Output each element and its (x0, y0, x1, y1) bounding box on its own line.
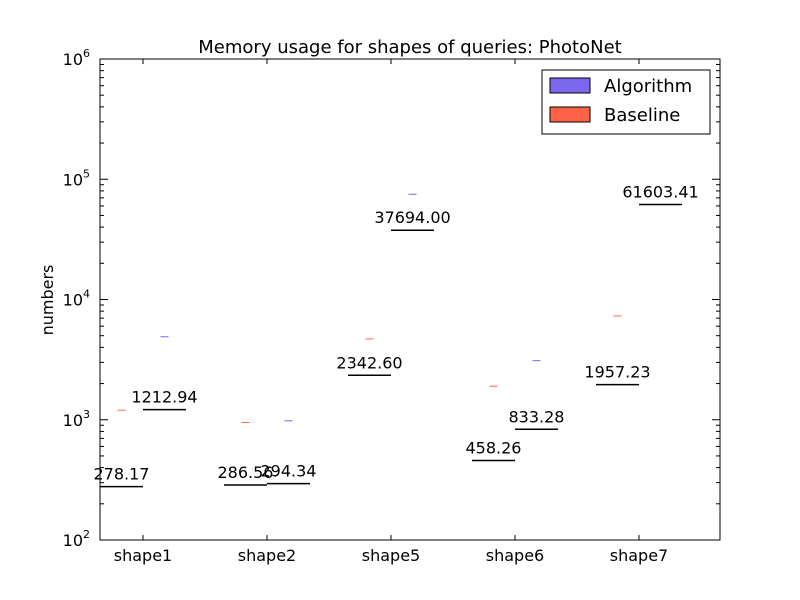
bar-value-label: 458.26 (466, 439, 522, 458)
legend-box (541, 69, 711, 135)
legend-swatch-algorithm (549, 77, 591, 94)
x-tick-label: shape7 (610, 546, 668, 565)
bar-value-label: 2342.60 (336, 353, 402, 372)
y-tick-label: 106 (63, 47, 90, 69)
plot-area: 1212.94 294.34 37694.00 833.28 61603.41 278.1… (94, 183, 699, 488)
legend-label-baseline: Baseline (604, 105, 680, 126)
y-tick-label: 103 (63, 408, 90, 430)
legend-swatch-baseline (549, 106, 591, 123)
y-tick-label: 105 (63, 167, 90, 189)
bar-value-label: 37694.00 (374, 208, 450, 227)
y-tick-label: 104 (63, 288, 90, 310)
bar-value-label: 286.56 (218, 463, 274, 482)
bar-value-label: 61603.41 (622, 183, 698, 202)
legend-label-algorithm: Algorithm (604, 76, 692, 97)
x-tick-label: shape2 (238, 546, 296, 565)
chart-title: Memory usage for shapes of queries: Phot… (198, 37, 621, 58)
bar-value-label: 833.28 (509, 407, 565, 426)
axes: shape1 shape2 shape5 shape6 shape71021031041… (63, 47, 720, 565)
y-tick-label: 102 (63, 528, 90, 550)
bar-value-label: 1212.94 (131, 388, 197, 407)
y-axis-label: numbers (38, 265, 57, 336)
x-tick-label: shape1 (114, 546, 172, 565)
bar-value-label: 1957.23 (584, 363, 650, 382)
bar-value-label: 278.17 (94, 465, 150, 484)
legend: Algorithm Baseline (541, 69, 711, 135)
x-tick-label: shape6 (486, 546, 544, 565)
bar-value-label: 294.34 (261, 462, 317, 481)
x-tick-label: shape5 (362, 546, 420, 565)
